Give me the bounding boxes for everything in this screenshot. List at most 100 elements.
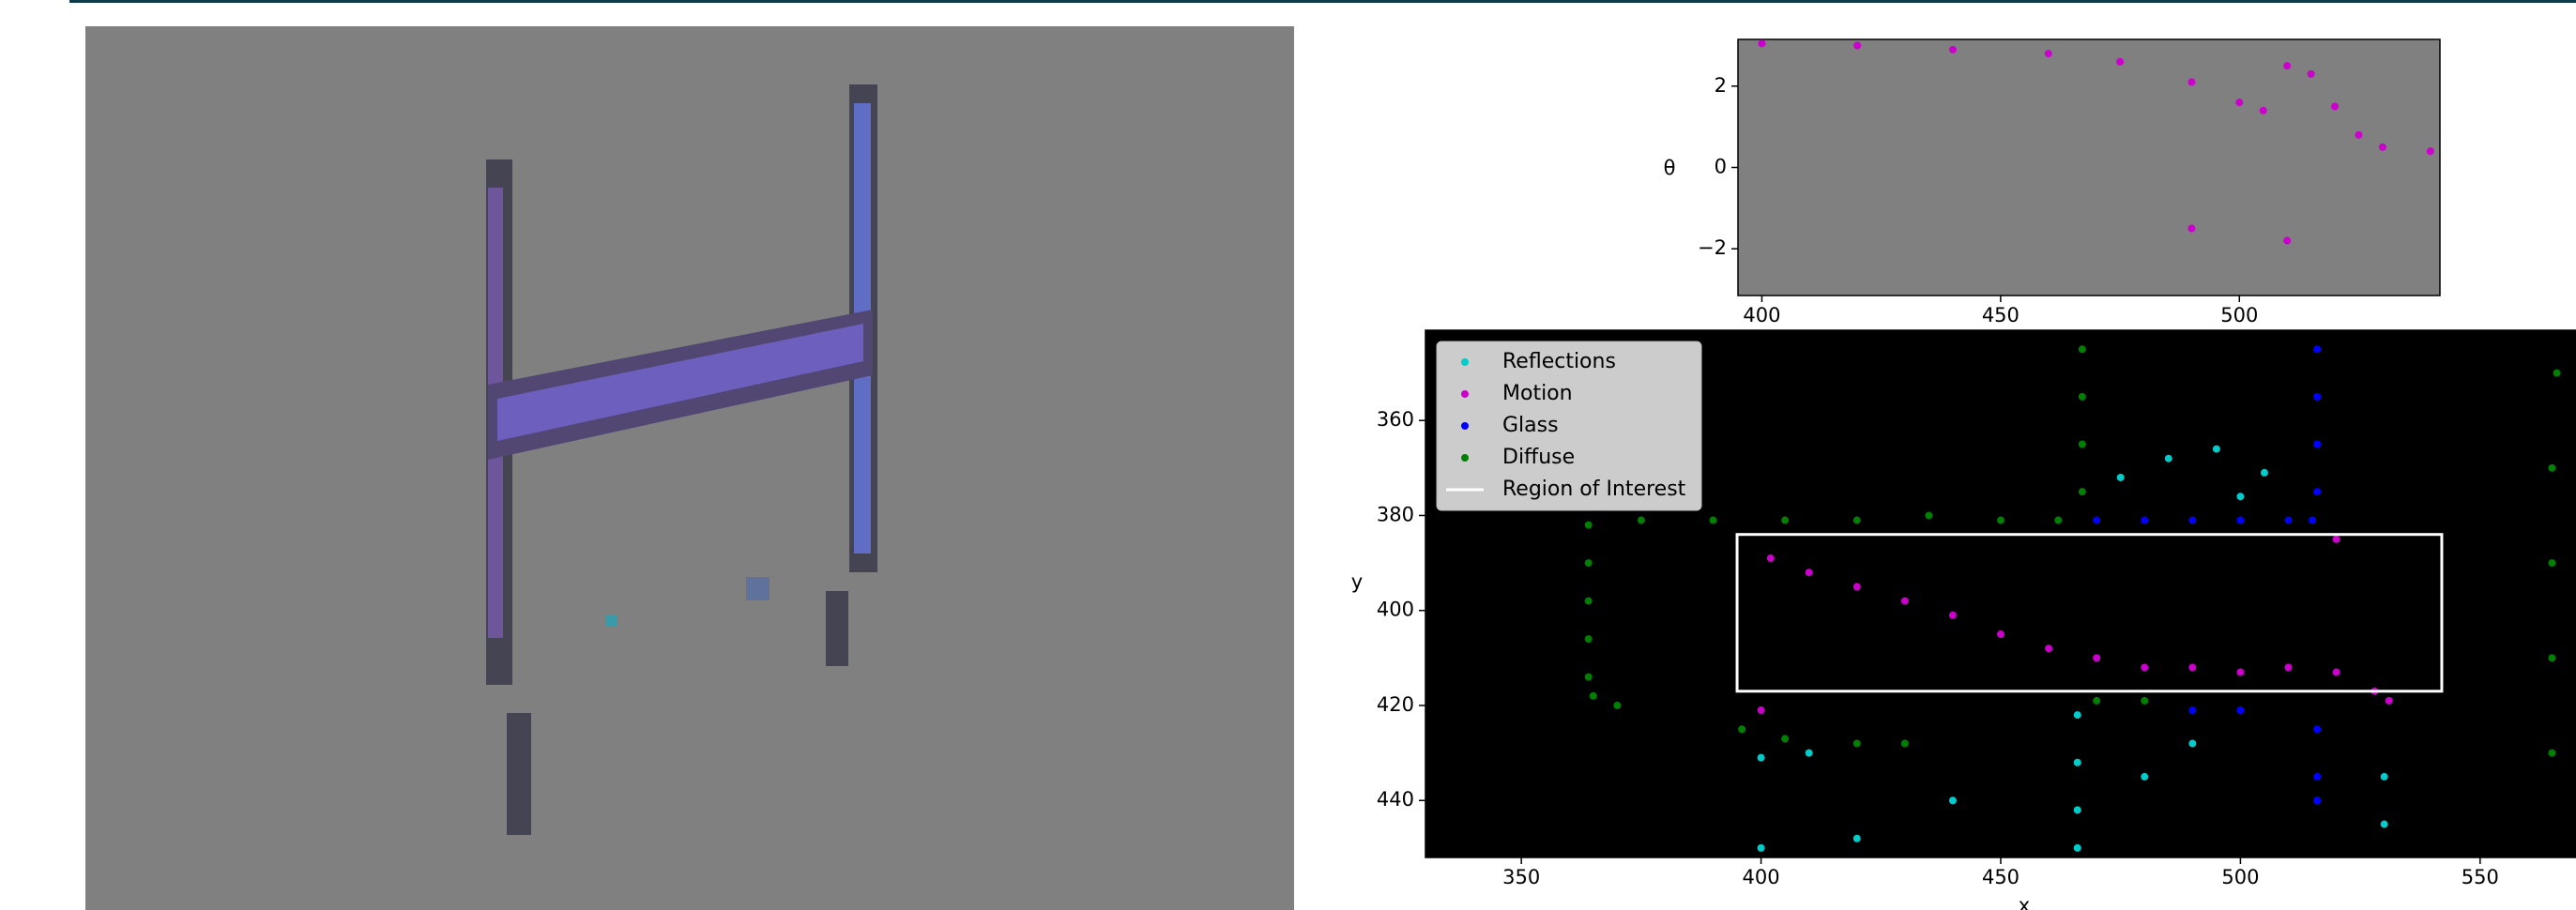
point (2235, 99, 2244, 107)
y-axis-label: θ (1664, 157, 1676, 179)
point (2141, 663, 2149, 672)
point (1852, 739, 1861, 748)
point (2284, 663, 2293, 672)
point (1948, 611, 1957, 619)
point (1997, 516, 2004, 524)
point (1637, 516, 1645, 524)
point (2078, 392, 2086, 401)
point (2548, 654, 2556, 662)
point (2260, 468, 2268, 477)
point (2283, 236, 2292, 245)
x-tick-label: 400 (1743, 304, 1780, 326)
point (2093, 516, 2101, 524)
point (1997, 630, 2004, 639)
y-tick-label: 380 (1377, 503, 1414, 525)
point (2093, 696, 2101, 705)
legend-marker (1461, 390, 1469, 398)
point (2164, 454, 2172, 463)
point (1805, 569, 1813, 577)
point (2284, 516, 2293, 524)
point (2236, 516, 2245, 524)
point (2355, 130, 2363, 139)
point (2548, 749, 2556, 757)
y-tick-label: −2 (1698, 236, 1727, 259)
point (2187, 224, 2196, 233)
point (2378, 143, 2386, 151)
point (1852, 834, 1861, 842)
point (2188, 663, 2197, 672)
point (1584, 635, 1593, 644)
point (2313, 796, 2322, 805)
legend-label: Region of Interest (1502, 478, 1686, 501)
x-tick-label: 450 (1982, 304, 2020, 326)
point (1584, 673, 1593, 681)
point (2426, 147, 2434, 156)
x-tick-label: 400 (1743, 866, 1780, 888)
point (1584, 521, 1593, 529)
point (2073, 711, 2081, 720)
point (1757, 843, 1765, 852)
point (1852, 516, 1861, 524)
point (2116, 473, 2125, 481)
event-shape (486, 84, 877, 835)
point (1738, 725, 1746, 734)
region-of-interest (1735, 533, 2444, 693)
point (2141, 696, 2149, 705)
point (2054, 516, 2063, 524)
point (2236, 493, 2245, 501)
point (2332, 535, 2340, 543)
point (2188, 739, 2197, 748)
point (2331, 102, 2340, 111)
point (2313, 345, 2322, 354)
legend-marker (1461, 454, 1469, 462)
legend-label: Diffuse (1502, 446, 1575, 469)
point (2332, 668, 2340, 676)
point (1584, 597, 1593, 605)
point (2188, 516, 2197, 524)
point (1805, 749, 1813, 757)
point (2141, 772, 2149, 781)
point (1709, 516, 1717, 524)
legend-label: Motion (1502, 382, 1573, 405)
x-tick-label: 500 (2221, 866, 2259, 888)
x-axis-label: x (2019, 894, 2030, 910)
point (1852, 583, 1861, 591)
point (1781, 735, 1790, 743)
point (1781, 516, 1790, 524)
x-tick-label: 500 (2220, 304, 2258, 326)
point (1900, 597, 1909, 605)
point (2073, 806, 2081, 814)
point (2073, 843, 2081, 852)
point (2313, 440, 2322, 448)
point (1925, 511, 1933, 520)
point (1589, 691, 1597, 700)
point (2259, 106, 2267, 114)
point (2141, 516, 2149, 524)
point (2548, 559, 2556, 568)
point (2548, 463, 2556, 472)
point (2385, 696, 2393, 705)
point (1766, 554, 1775, 563)
point (2236, 706, 2245, 715)
point (2236, 668, 2245, 676)
point (2553, 369, 2561, 377)
legend: Reflections Motion Glass Diffuse Region of I… (1436, 341, 1702, 511)
point (2313, 488, 2322, 496)
point (1853, 41, 1862, 50)
y-tick-label: 400 (1377, 599, 1414, 621)
point (1758, 39, 1766, 48)
point (2045, 645, 2053, 653)
point (2380, 820, 2388, 828)
y-tick-label: 360 (1377, 408, 1414, 431)
point (2093, 654, 2101, 662)
point (2078, 440, 2086, 448)
x-tick-label: 550 (2462, 866, 2499, 888)
x-tick-label: 350 (1502, 866, 1540, 888)
legend-label: Reflections (1502, 350, 1616, 373)
point (2116, 57, 2125, 66)
point (1613, 701, 1622, 709)
legend-box (1436, 341, 1702, 511)
point (2283, 62, 2292, 70)
y-axis-label: y (1351, 570, 1363, 593)
